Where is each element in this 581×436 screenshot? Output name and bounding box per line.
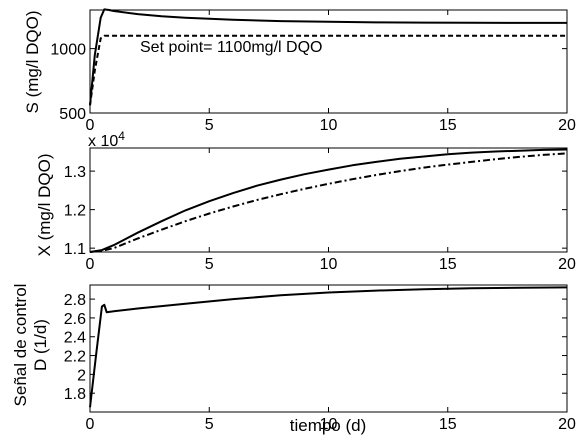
series-group-s — [89, 8, 567, 106]
y-tick-label: 2.8 — [64, 292, 86, 309]
x-axis-label: tiempo (d) — [290, 416, 367, 435]
y-axis-label-s: S (mg/l DQO) — [23, 11, 42, 114]
plot-frame-d — [89, 284, 568, 413]
ticks-group-s: 0 5 10 15 20 500 1000 — [50, 10, 576, 134]
ticks-group-x: 0 5 10 15 20 1.1 1.2 1.3 — [64, 148, 576, 273]
y-tick-label: 1.1 — [64, 241, 86, 258]
x-tick-label: 5 — [205, 256, 214, 273]
series-group-x — [89, 148, 568, 253]
series-group-d — [89, 286, 568, 408]
x-tick-label: 20 — [558, 117, 576, 134]
x-tick-label: 0 — [86, 416, 95, 433]
x-tick-label: 15 — [439, 256, 457, 273]
ticks-group-d: 0 5 10 15 20 1.8 22.2 2.4 2.6 2.8 — [64, 285, 576, 433]
y-exponent-base: x 10 — [88, 133, 118, 150]
y-exponent-power: 4 — [118, 129, 125, 143]
y-axis-label-d-line2: D (1/d) — [31, 319, 50, 371]
panel-d: 0 5 10 15 20 1.8 22.2 2.4 2.6 2.8 Señal de contro… — [11, 284, 576, 435]
x-tick-label: 15 — [439, 117, 457, 134]
x-tick-label: 10 — [320, 416, 338, 433]
plot-frame-s — [89, 9, 568, 114]
x-tick-label: 5 — [205, 117, 214, 134]
series-line-solid — [89, 286, 568, 408]
x-tick-label: 0 — [86, 256, 95, 273]
y-tick-label: 1000 — [50, 42, 86, 59]
series-line-solid — [89, 8, 567, 106]
y-axis-label-d-line1: Señal de control — [11, 284, 30, 407]
x-tick-label: 15 — [439, 416, 457, 433]
series-line-dashdot — [89, 152, 568, 253]
y-tick-label: 1.2 — [64, 203, 86, 220]
y-axis-label-x: X (mg/l DQO) — [35, 154, 54, 257]
y-tick-label: 2 — [77, 367, 86, 384]
panel-x: 0 5 10 15 20 1.1 1.2 1.3 x 104 X (mg/l DQO) — [35, 129, 576, 273]
series-line-dashed — [89, 34, 567, 106]
y-tick-label: 500 — [59, 106, 86, 123]
x-tick-label: 20 — [558, 256, 576, 273]
y-tick-label: 1.8 — [64, 386, 86, 403]
x-tick-label: 5 — [205, 416, 214, 433]
y-tick-label: 1.3 — [64, 164, 86, 181]
plot-frame-x — [89, 147, 568, 253]
series-line-solid — [89, 148, 568, 253]
x-tick-label: 20 — [558, 416, 576, 433]
y-exponent-label: x 104 — [88, 129, 125, 150]
x-tick-label: 10 — [320, 117, 338, 134]
y-tick-label: 2.4 — [64, 330, 86, 347]
y-tick-label: 2.6 — [64, 311, 86, 328]
x-tick-label: 0 — [86, 117, 95, 134]
y-tick-label: 2.2 — [64, 349, 86, 366]
x-tick-label: 10 — [320, 256, 338, 273]
set-point-annotation: Set point= 1100mg/l DQO — [140, 39, 322, 56]
